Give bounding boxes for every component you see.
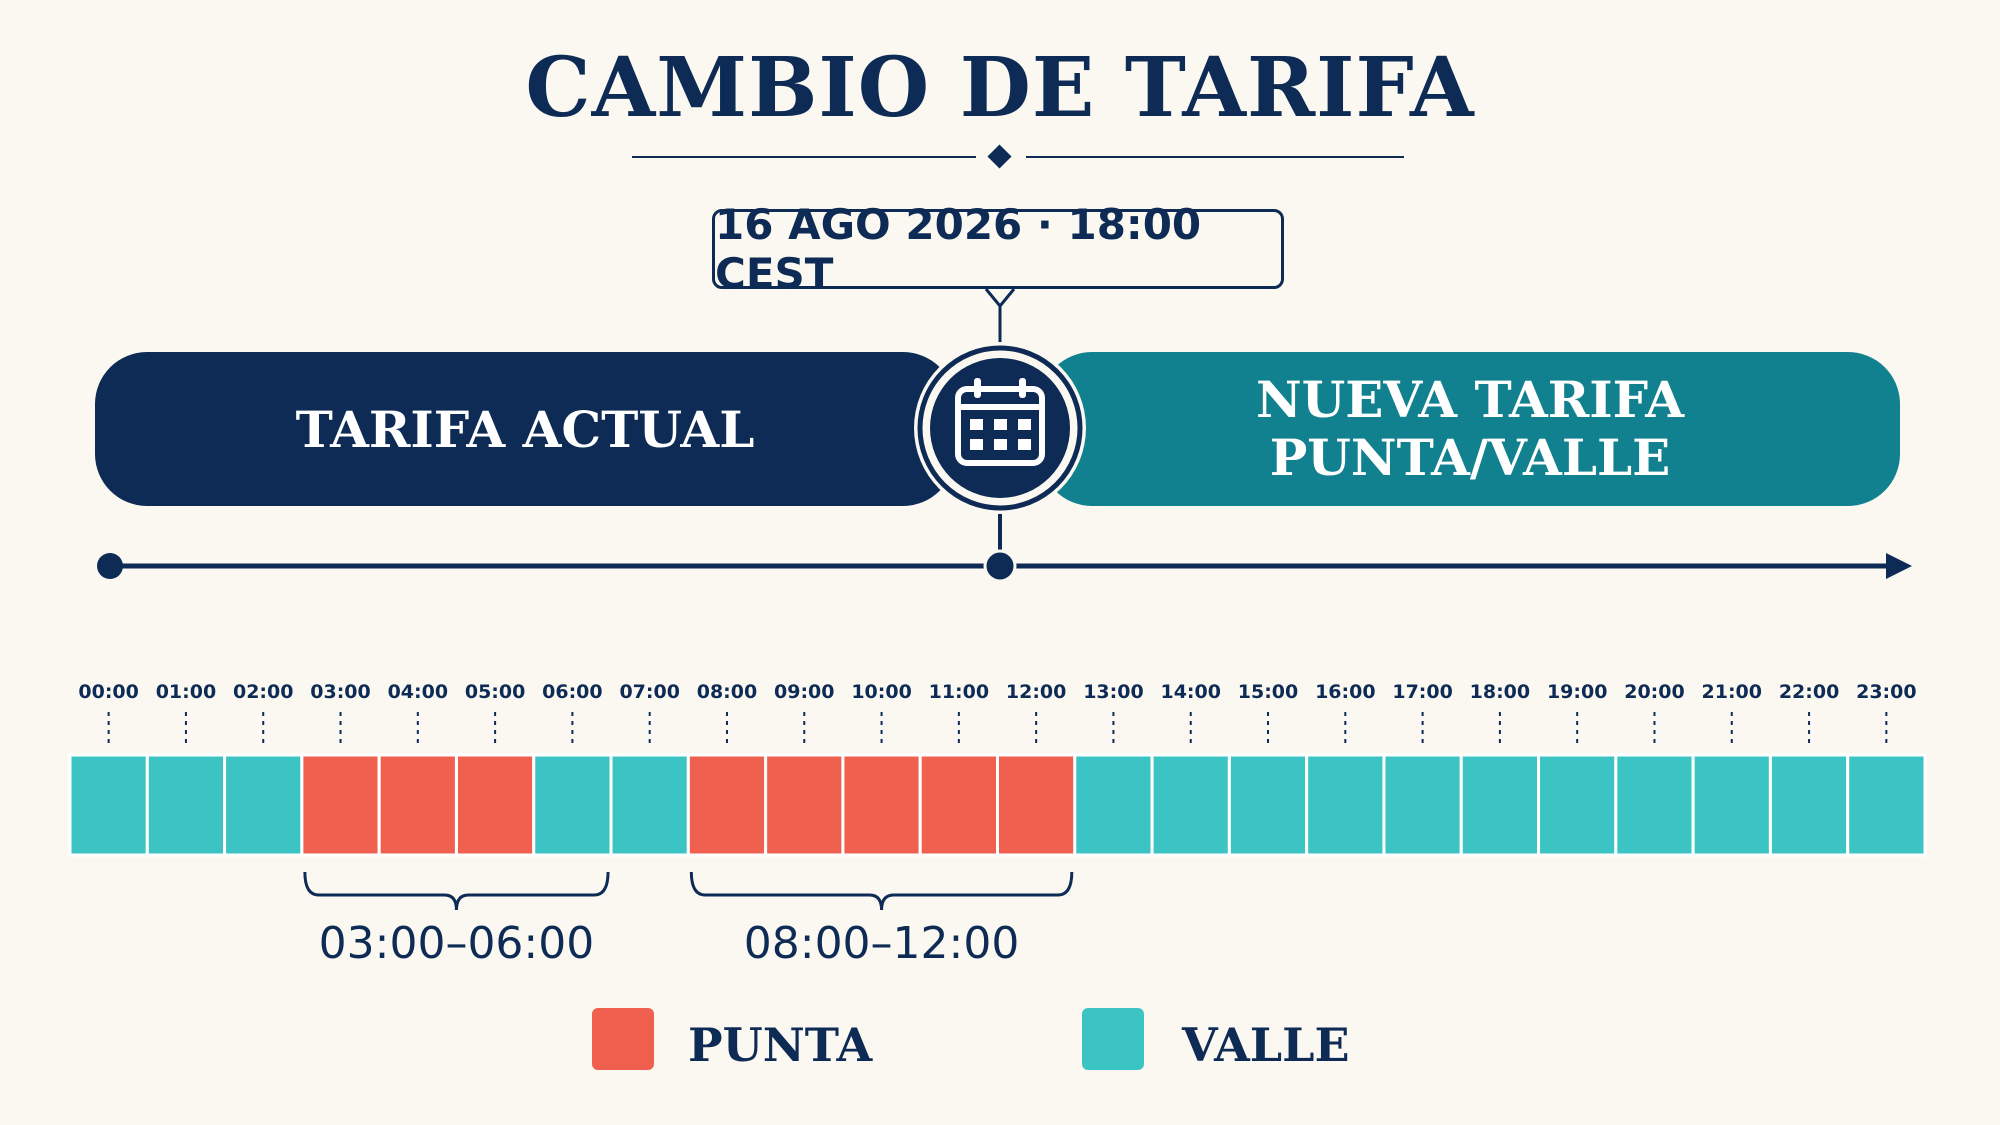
legend-swatch-punta: [592, 1008, 654, 1070]
timeline-arrowhead: [1886, 553, 1912, 579]
legend-label-punta: PUNTA: [688, 1018, 873, 1072]
hour-segment-valle: [1227, 753, 1309, 857]
legend-label-valle: VALLE: [1182, 1018, 1350, 1072]
hour-segment-valle: [1305, 753, 1386, 857]
hour-label: 11:00: [929, 681, 989, 703]
punta-range-label: 08:00–12:00: [744, 918, 1020, 969]
hour-segment-valle: [609, 753, 690, 857]
hour-label: 16:00: [1315, 681, 1375, 703]
hour-label: 09:00: [774, 681, 834, 703]
new-tariff-banner: NUEVA TARIFA PUNTA/VALLE: [1040, 352, 1900, 506]
hour-label: 22:00: [1779, 681, 1839, 703]
hour-label: 23:00: [1856, 681, 1916, 703]
hour-segment-valle: [1073, 753, 1154, 857]
page-title: CAMBIO DE TARIFA: [525, 40, 1475, 136]
hour-label: 15:00: [1238, 681, 1298, 703]
hour-segment-valle: [532, 753, 613, 857]
hour-label: 10:00: [851, 681, 911, 703]
hour-label: 19:00: [1547, 681, 1607, 703]
hour-label: 14:00: [1160, 681, 1220, 703]
hour-label: 20:00: [1624, 681, 1684, 703]
timeline-start-dot: [97, 553, 123, 579]
hour-labels: 00:00 01:00 02:00 03:00 04:00 05:00 06:00 07:00…: [78, 681, 1916, 703]
punta-range-brackets: 03:00–06:00 08:00–12:00: [303, 871, 1074, 969]
calendar-icon: [914, 342, 1086, 514]
hour-segment-punta: [686, 753, 768, 857]
hour-segment-valle: [1614, 753, 1695, 857]
title-divider-left: [632, 156, 976, 158]
punta-range-bracket: [303, 871, 610, 911]
hour-label: 17:00: [1392, 681, 1452, 703]
legend-swatch-valle: [1082, 1008, 1144, 1070]
hour-segment-punta: [300, 753, 381, 857]
hour-segment-punta: [377, 753, 458, 857]
hour-segment-valle: [68, 753, 149, 857]
hour-ticks: [107, 712, 1888, 748]
hour-segment-punta: [918, 753, 999, 857]
hour-label: 07:00: [619, 681, 679, 703]
hour-label: 08:00: [697, 681, 757, 703]
hour-segment-valle: [1846, 753, 1927, 857]
hour-label: 01:00: [156, 681, 216, 703]
hour-segment-valle: [1768, 753, 1850, 857]
callout-pointer: [984, 288, 1016, 309]
hour-label: 04:00: [388, 681, 448, 703]
hour-segment-valle: [1537, 753, 1618, 857]
hour-label: 00:00: [78, 681, 138, 703]
current-tariff-banner: TARIFA ACTUAL: [95, 352, 955, 506]
punta-range-label: 03:00–06:00: [319, 918, 595, 969]
hour-label: 12:00: [1006, 681, 1066, 703]
hour-segment-valle: [223, 753, 304, 857]
hour-label: 03:00: [310, 681, 370, 703]
hour-bar: [68, 753, 1927, 857]
punta-range-bracket: [689, 871, 1074, 911]
hour-segment-valle: [1150, 753, 1231, 857]
hour-label: 05:00: [465, 681, 525, 703]
hour-segment-punta: [454, 753, 536, 857]
hour-label: 13:00: [1083, 681, 1143, 703]
hour-segment-valle: [1382, 753, 1463, 857]
hour-segment-punta: [996, 753, 1077, 857]
hour-label: 21:00: [1702, 681, 1762, 703]
title-divider-right: [1026, 156, 1404, 158]
hour-segment-valle: [145, 753, 227, 857]
hour-segment-valle: [1691, 753, 1772, 857]
hour-label: 18:00: [1470, 681, 1530, 703]
switch-point-dot: [983, 549, 1017, 583]
hour-segment-punta: [841, 753, 922, 857]
new-tariff-label: NUEVA TARIFA PUNTA/VALLE: [1255, 370, 1685, 487]
hour-label: 06:00: [542, 681, 602, 703]
hour-segment-punta: [764, 753, 845, 857]
hour-segment-valle: [1459, 753, 1541, 857]
hour-label: 02:00: [233, 681, 293, 703]
current-tariff-label: TARIFA ACTUAL: [295, 399, 755, 459]
